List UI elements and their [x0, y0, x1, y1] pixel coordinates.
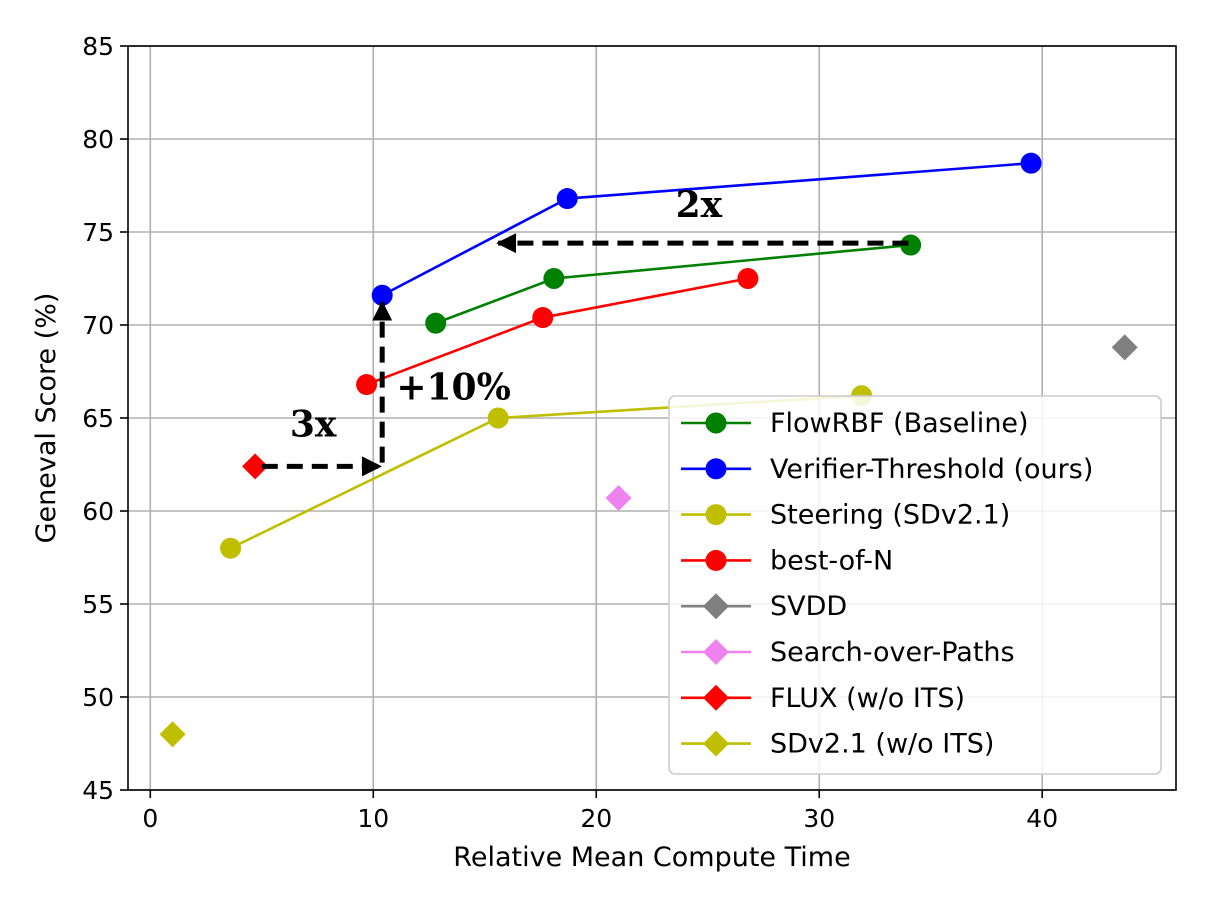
legend-marker	[703, 639, 729, 665]
annotation-0: 2x	[496, 184, 909, 254]
series-4	[1111, 334, 1138, 361]
series-0	[425, 234, 922, 334]
legend-label: best-of-N	[770, 545, 893, 576]
legend-marker	[705, 412, 727, 434]
legend-item: SDv2.1 (w/o ITS)	[681, 729, 994, 760]
data-point	[242, 453, 269, 480]
data-point	[425, 312, 447, 334]
x-tick-label: 0	[142, 804, 158, 833]
y-tick-label: 65	[82, 404, 114, 433]
y-tick-label: 50	[82, 683, 114, 712]
y-tick-label: 70	[82, 311, 114, 340]
legend: FlowRBF (Baseline) Verifier-Threshold (ou…	[668, 395, 1162, 775]
legend-label: FlowRBF (Baseline)	[770, 408, 1029, 439]
annotation-label: 2x	[676, 184, 723, 226]
annotations: 2x 3x +10%	[261, 184, 909, 477]
legend-marker	[703, 684, 729, 711]
axes: 0 10 20 30 40 45 50 55 60 65 70 75 80 85 Relative Mean…	[31, 32, 1177, 873]
y-tick-label: 75	[82, 218, 114, 247]
y-tick-label: 55	[82, 590, 114, 619]
annotation-label: +10%	[396, 366, 510, 408]
series-3	[356, 268, 759, 396]
data-point	[1020, 152, 1042, 174]
data-point	[605, 484, 632, 511]
data-point	[737, 268, 759, 289]
legend-item: Steering (SDv2.1)	[681, 500, 1010, 531]
x-axis-title: Relative Mean Compute Time	[453, 842, 850, 873]
legend-item: Verifier-Threshold (ours)	[681, 454, 1093, 485]
series-line	[435, 243, 911, 325]
annotation-2: +10%	[372, 300, 511, 463]
y-axis-title: Geneval Score (%)	[31, 293, 62, 544]
legend-item: Search-over-Paths	[681, 637, 1015, 668]
y-tick-label: 60	[82, 497, 114, 526]
x-tick-label: 30	[803, 804, 835, 833]
data-point	[356, 374, 378, 396]
data-point	[1111, 334, 1138, 361]
legend-item: FLUX (w/o ITS)	[681, 683, 965, 714]
data-point	[159, 721, 186, 748]
legend-item: SVDD	[681, 591, 847, 622]
y-tick-label: 85	[82, 32, 114, 61]
series-6	[242, 453, 269, 480]
legend-label: SDv2.1 (w/o ITS)	[770, 729, 994, 760]
legend-marker	[703, 730, 729, 757]
legend-marker	[705, 504, 727, 526]
legend-label: Search-over-Paths	[770, 637, 1015, 668]
data-point	[543, 268, 565, 289]
y-tick-label: 80	[82, 125, 114, 154]
x-tick-label: 20	[580, 804, 612, 833]
legend-label: Verifier-Threshold (ours)	[770, 454, 1093, 485]
legend-label: FLUX (w/o ITS)	[770, 683, 965, 714]
data-point	[900, 234, 922, 256]
x-tick-label: 40	[1026, 804, 1058, 833]
series-5	[605, 484, 632, 511]
legend-marker	[705, 458, 727, 480]
x-tick-label: 10	[357, 804, 389, 833]
legend-label: SVDD	[770, 591, 847, 622]
legend-item: FlowRBF (Baseline)	[681, 408, 1029, 439]
series-line	[381, 161, 1032, 297]
legend-label: Steering (SDv2.1)	[770, 500, 1010, 531]
legend-item: best-of-N	[681, 545, 893, 576]
annotation-1: 3x	[261, 404, 382, 477]
series-7	[159, 721, 186, 748]
legend-marker	[705, 549, 727, 571]
annotation-label: 3x	[290, 404, 337, 446]
legend-marker	[703, 593, 729, 620]
y-tick-label: 45	[82, 776, 114, 805]
legend-box	[668, 395, 1162, 775]
data-point	[487, 407, 509, 429]
data-point	[556, 188, 578, 210]
data-point	[371, 284, 393, 306]
data-point	[220, 537, 242, 559]
data-point	[532, 307, 554, 329]
series-1	[371, 152, 1042, 306]
